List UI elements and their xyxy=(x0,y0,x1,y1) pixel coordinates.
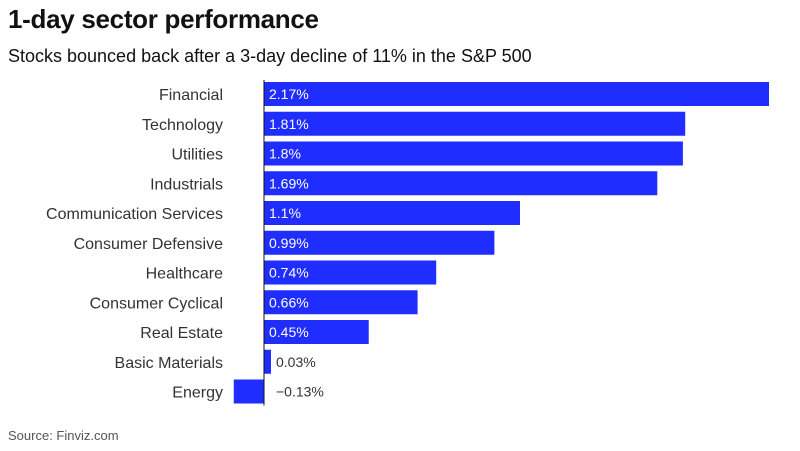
bar xyxy=(264,290,418,315)
value-label: 2.17% xyxy=(269,86,309,102)
value-label: 1.1% xyxy=(269,205,301,221)
category-label: Healthcare xyxy=(146,266,223,283)
category-label: Utilities xyxy=(171,147,223,164)
category-label: Consumer Defensive xyxy=(74,236,224,253)
value-label: 1.69% xyxy=(269,175,309,191)
value-label: 1.8% xyxy=(269,146,301,162)
bar xyxy=(233,379,264,404)
bar xyxy=(264,171,658,196)
category-label: Real Estate xyxy=(140,325,223,342)
bar xyxy=(264,320,369,344)
source-note: Source: Finviz.com xyxy=(8,428,119,443)
category-label: Energy xyxy=(172,385,223,402)
bar xyxy=(264,111,686,136)
chart-title: 1-day sector performance xyxy=(8,4,319,34)
value-label: 1.81% xyxy=(269,116,309,132)
bar xyxy=(264,82,769,106)
value-label: 0.03% xyxy=(276,354,316,370)
bar xyxy=(264,349,271,374)
category-label: Communication Services xyxy=(46,206,223,223)
category-label: Financial xyxy=(159,87,223,104)
bar xyxy=(264,141,683,166)
value-label: −0.13% xyxy=(276,384,324,400)
bar xyxy=(264,201,520,225)
bar xyxy=(264,230,495,255)
chart-subtitle: Stocks bounced back after a 3-day declin… xyxy=(8,46,532,66)
value-label: 0.99% xyxy=(269,235,309,251)
category-label: Consumer Cyclical xyxy=(90,295,223,312)
value-label: 0.74% xyxy=(269,265,309,281)
bar xyxy=(264,260,437,285)
value-label: 0.66% xyxy=(269,294,309,310)
category-label: Industrials xyxy=(150,176,223,193)
value-label: 0.45% xyxy=(269,324,309,340)
category-label: Technology xyxy=(142,117,223,134)
category-label: Basic Materials xyxy=(115,355,223,372)
